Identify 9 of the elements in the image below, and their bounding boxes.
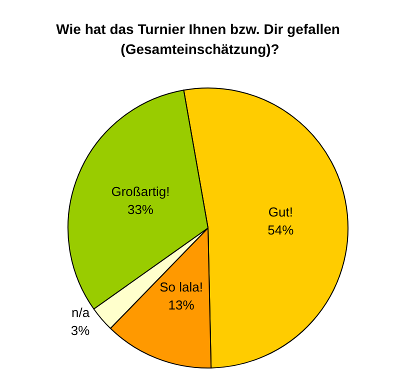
slice-label: Großartig!	[111, 184, 170, 199]
chart-title: Wie hat das Turnier Ihnen bzw. Dir gefallen (Gesamteinschätzung)?	[56, 21, 344, 57]
data-label: 3%	[70, 323, 90, 338]
data-label: 13%	[168, 297, 195, 312]
slice-label: n/a	[72, 305, 90, 320]
slice-label: So lala!	[160, 279, 203, 294]
slice-label: Gut!	[268, 204, 293, 220]
data-label: 54%	[268, 222, 294, 238]
data-label: 33%	[127, 202, 154, 217]
